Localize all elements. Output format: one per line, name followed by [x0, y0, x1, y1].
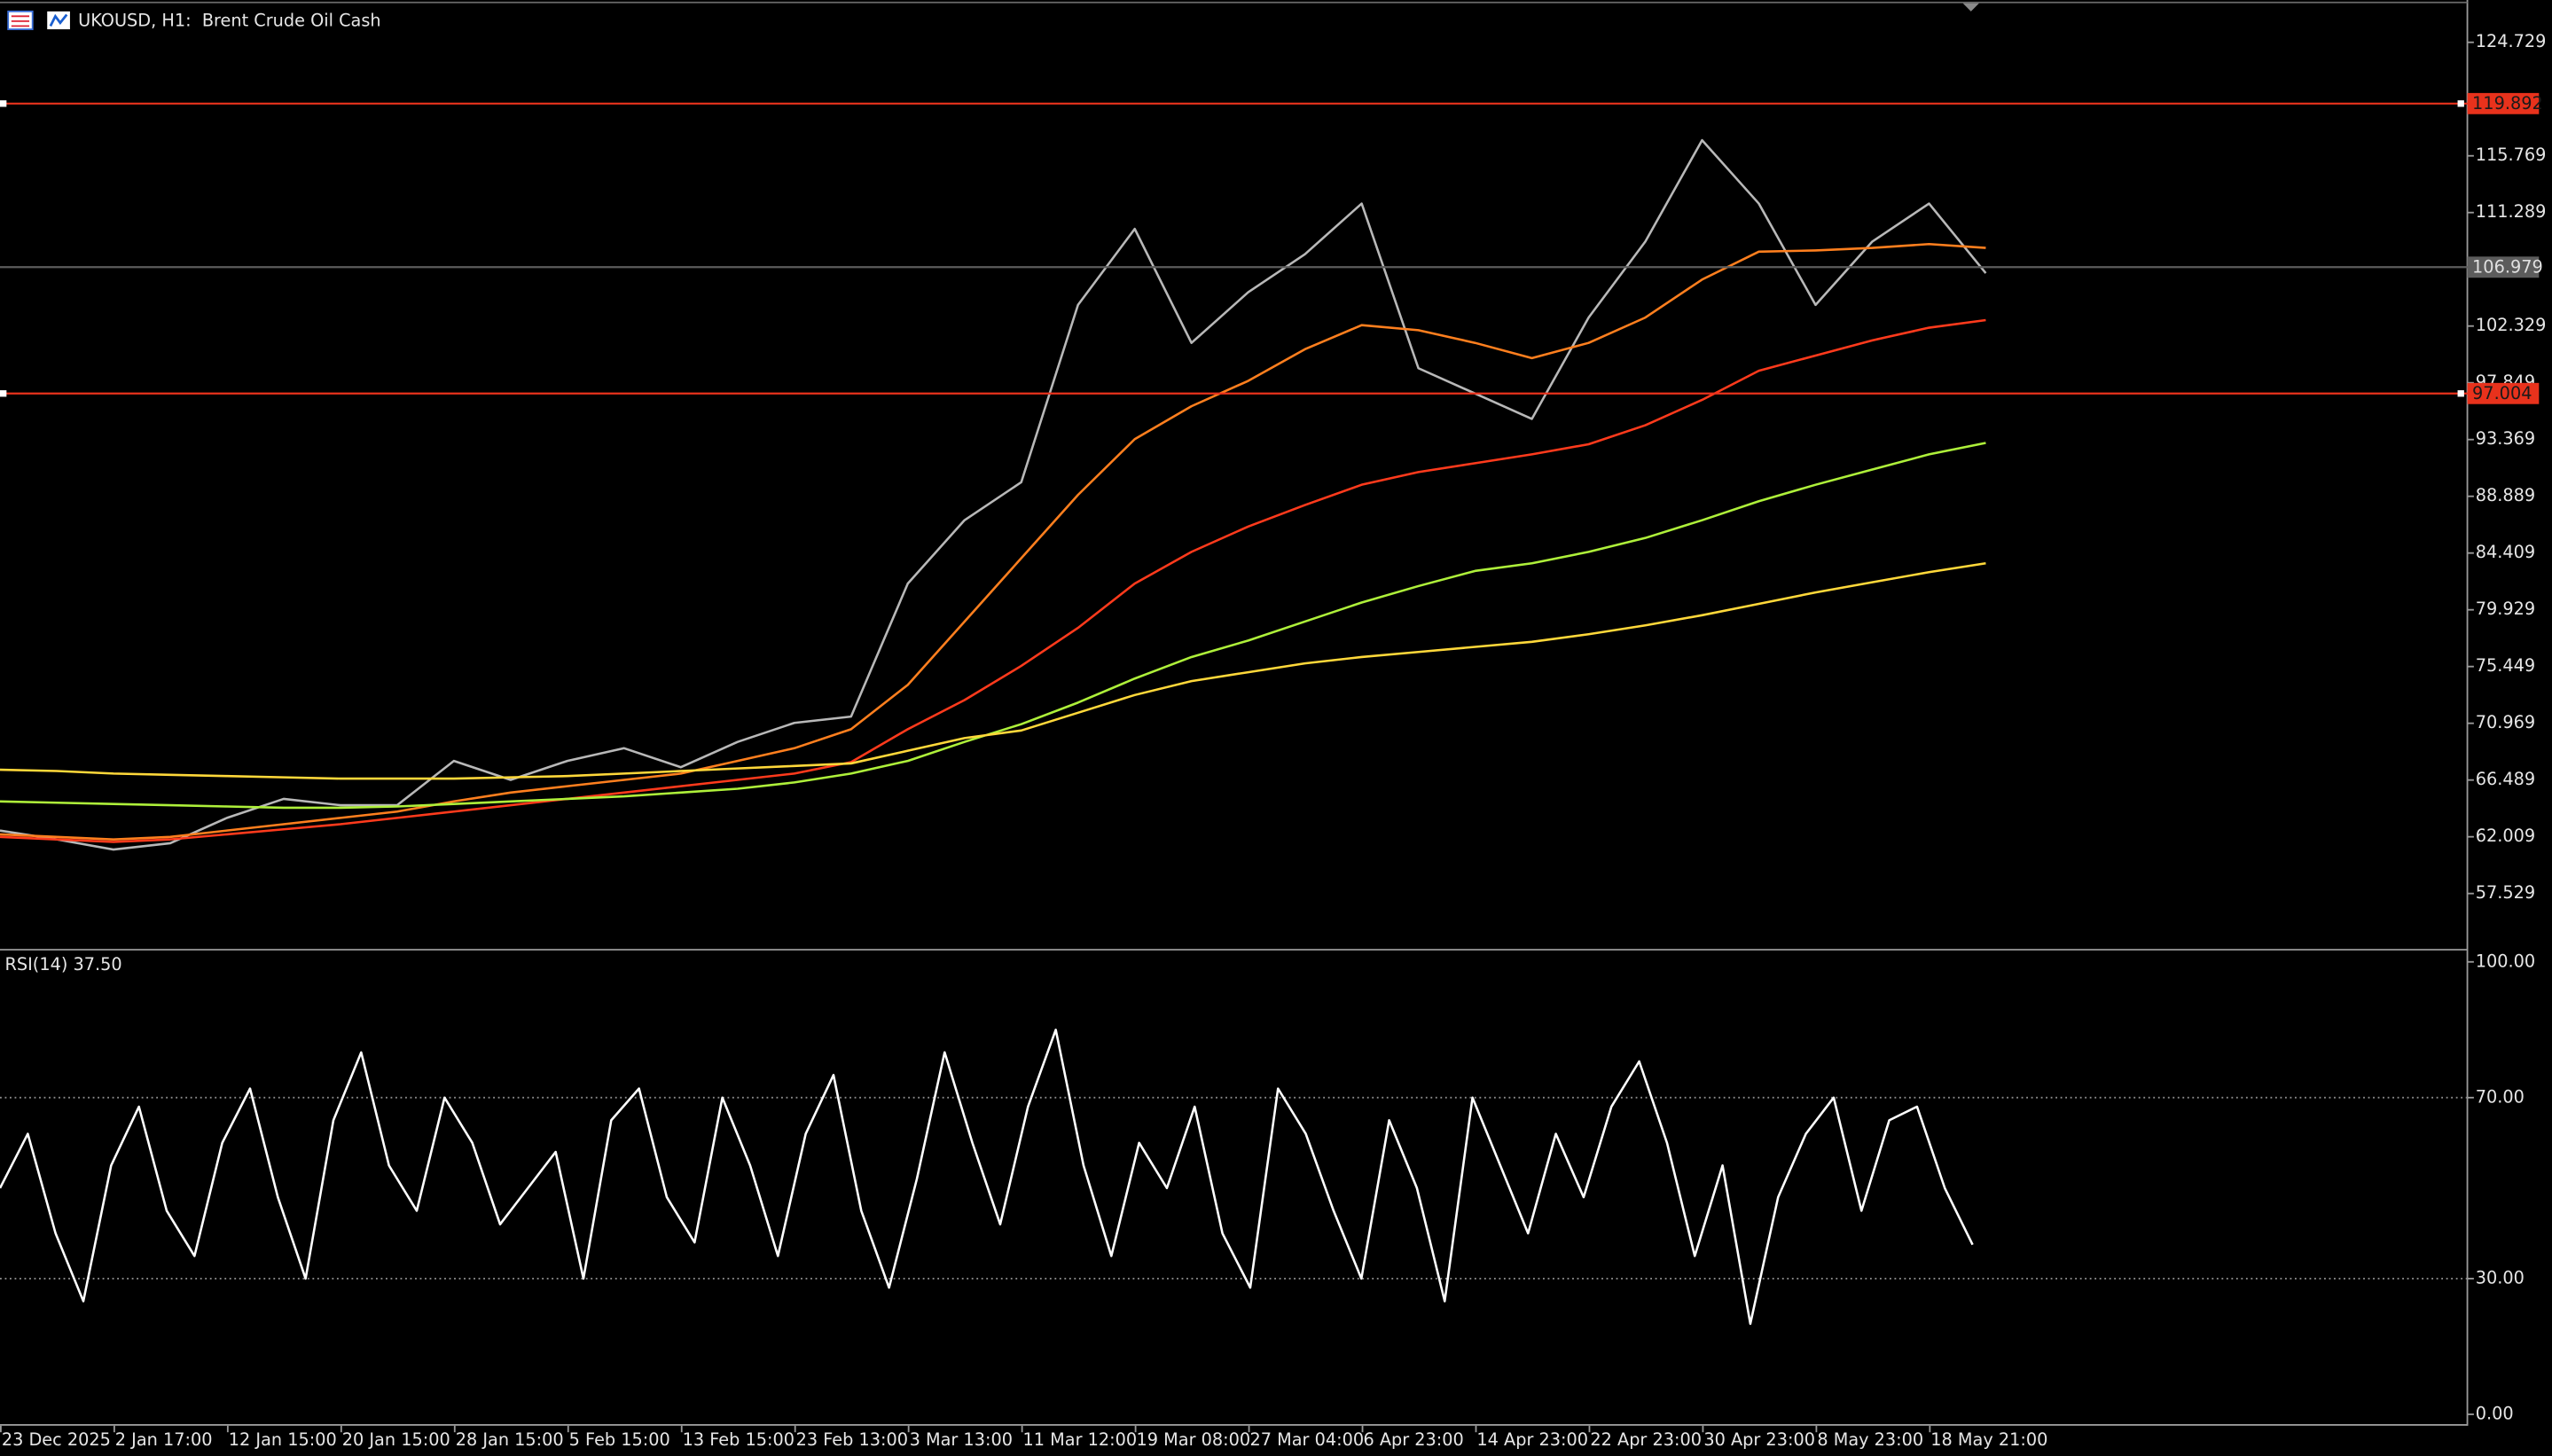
y-tick-label: 62.009	[2476, 826, 2535, 846]
x-tick-label: 28 Jan 15:00	[456, 1429, 564, 1450]
y-tick-label: 57.529	[2476, 882, 2535, 903]
y-tick-label: 102.329	[2476, 315, 2547, 335]
indicator-title: RSI(14) 37.50	[5, 954, 122, 975]
level-handle[interactable]	[2457, 100, 2464, 107]
price-label: 97.004	[2472, 383, 2532, 403]
y-tick-label: 75.449	[2476, 655, 2535, 676]
y-tick-label: 70.00	[2476, 1086, 2525, 1107]
x-tick-label: 11 Mar 12:00	[1023, 1429, 1138, 1450]
level-handle[interactable]	[0, 390, 7, 397]
series-line	[0, 1029, 1974, 1326]
chart-icon-line	[49, 13, 68, 27]
chart-title: UKOUSD, H1: Brent Crude Oil Cash	[78, 10, 381, 30]
x-tick-label: 2 Jan 17:00	[115, 1429, 213, 1450]
x-tick-label: 13 Feb 15:00	[683, 1429, 795, 1450]
y-tick-label: 79.929	[2476, 599, 2535, 619]
x-tick-label: 23 Feb 13:00	[796, 1429, 908, 1450]
level-handle[interactable]	[2457, 390, 2464, 397]
series-line	[0, 138, 1987, 851]
price-label-box	[2467, 92, 2540, 114]
series-line	[0, 442, 1986, 810]
price-label-box	[2467, 256, 2540, 278]
x-tick-label: 14 Apr 23:00	[1476, 1429, 1588, 1450]
x-tick-label: 6 Apr 23:00	[1363, 1429, 1463, 1450]
series-line	[0, 242, 1986, 841]
level-handle[interactable]	[0, 100, 7, 107]
x-tick-label: 18 May 21:00	[1930, 1429, 2047, 1450]
series-line	[0, 561, 1986, 780]
symbol-icons[interactable]	[7, 10, 70, 30]
x-tick-label: 23 Dec 2025	[2, 1429, 111, 1450]
y-tick-label: 30.00	[2476, 1267, 2525, 1288]
x-tick-label: 12 Jan 15:00	[229, 1429, 337, 1450]
y-tick-label: 100.00	[2476, 951, 2535, 971]
y-tick-label: 66.489	[2476, 769, 2535, 789]
x-tick-label: 30 Apr 23:00	[1703, 1429, 1815, 1450]
y-tick-label: 115.769	[2476, 145, 2547, 165]
y-tick-label: 93.369	[2476, 428, 2535, 449]
price-label: 106.979	[2472, 257, 2543, 278]
y-tick-label: 84.409	[2476, 542, 2535, 562]
y-tick-label: 0.00	[2476, 1404, 2514, 1424]
x-tick-label: 5 Feb 15:00	[569, 1429, 670, 1450]
x-tick-label: 19 Mar 08:00	[1137, 1429, 1251, 1450]
series-line	[0, 318, 1986, 843]
y-tick-label: 111.289	[2476, 201, 2547, 222]
x-tick-label: 8 May 23:00	[1817, 1429, 1923, 1450]
x-tick-label: 22 Apr 23:00	[1590, 1429, 1702, 1450]
price-label-box	[2467, 382, 2540, 404]
shift-marker	[1962, 3, 1979, 12]
y-tick-label: 124.729	[2476, 31, 2547, 51]
y-tick-label: 70.969	[2476, 712, 2535, 732]
x-tick-label: 27 Mar 04:00	[1249, 1429, 1364, 1450]
y-tick-label: 88.889	[2476, 485, 2535, 505]
x-tick-label: 20 Jan 15:00	[342, 1429, 450, 1450]
x-tick-label: 3 Mar 13:00	[910, 1429, 1013, 1450]
price-label: 119.892	[2472, 93, 2543, 114]
